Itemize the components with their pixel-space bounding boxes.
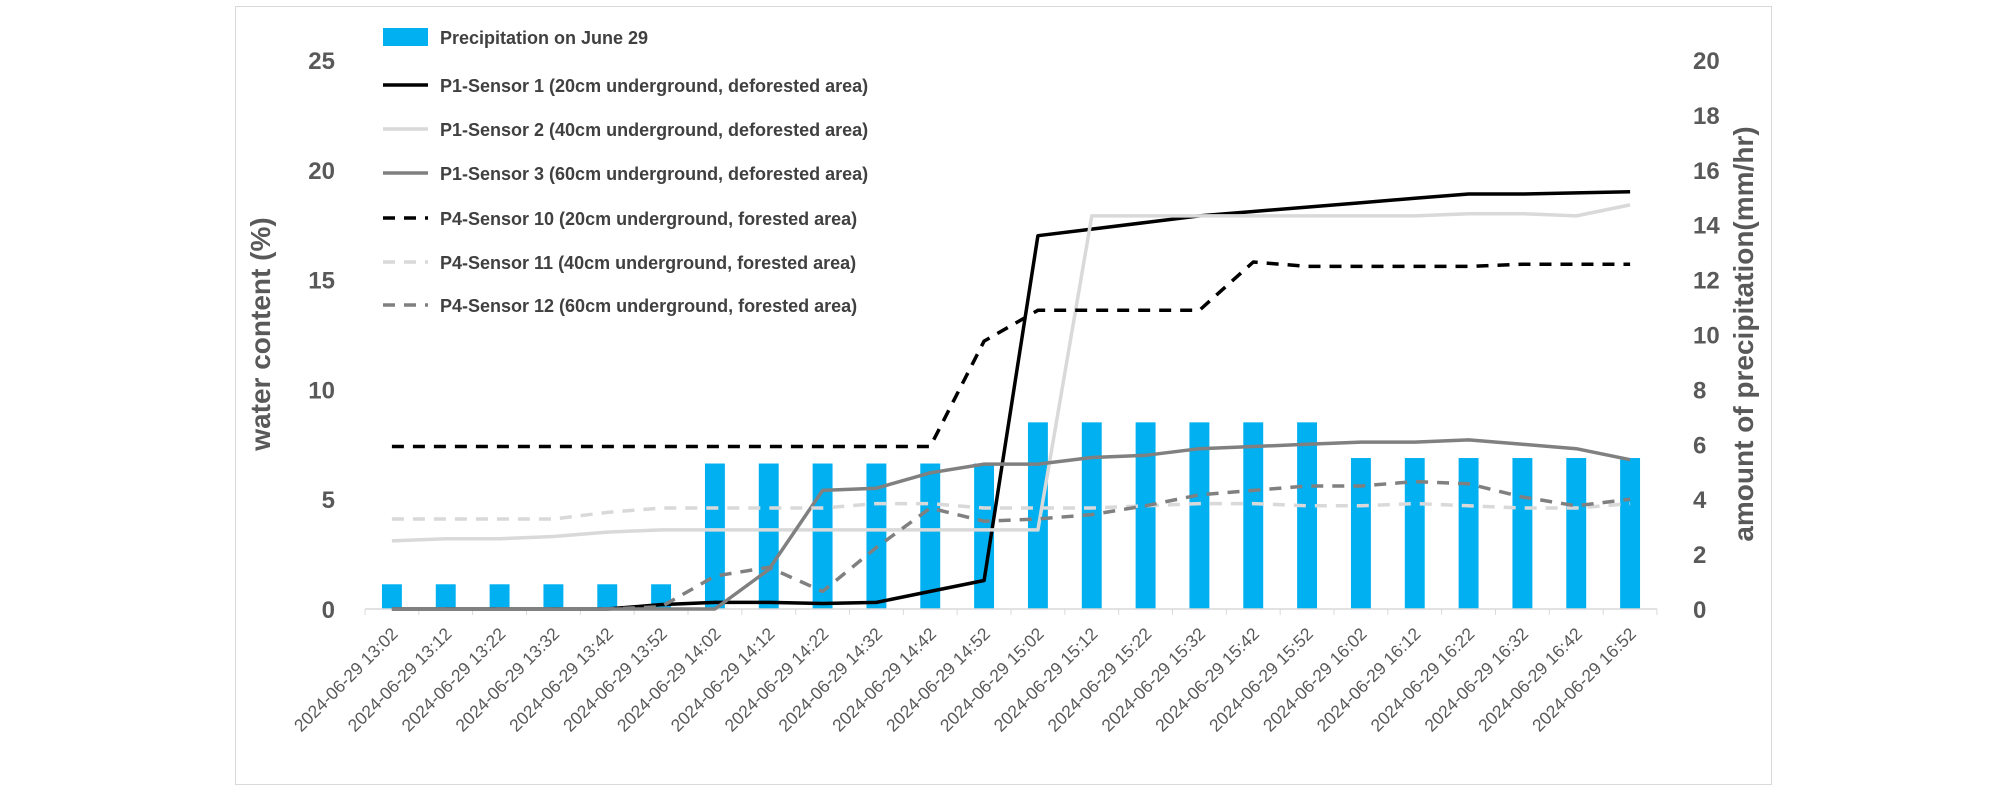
series-line xyxy=(391,479,1631,611)
y-right-tick-label: 20 xyxy=(1693,48,1720,75)
legend-swatch-bar xyxy=(383,28,428,46)
y-right-tick-label: 14 xyxy=(1693,213,1720,240)
y-right-tick-label: 2 xyxy=(1693,542,1706,569)
precipitation-bar xyxy=(704,463,725,609)
precipitation-bar xyxy=(1350,458,1371,609)
precipitation-bar xyxy=(435,584,456,609)
legend-label: P4-Sensor 10 (20cm underground, forested… xyxy=(440,209,857,229)
precipitation-bar xyxy=(1566,458,1587,609)
precipitation-bar xyxy=(1135,422,1156,609)
y-right-tick-label: 6 xyxy=(1693,432,1706,459)
y-left-tick-label: 25 xyxy=(308,48,335,75)
precipitation-bar xyxy=(1027,422,1048,609)
y-left-tick-label: 5 xyxy=(322,487,335,514)
series-line xyxy=(391,203,1631,543)
precipitation-bar xyxy=(866,463,887,609)
y-right-tick-label: 18 xyxy=(1693,103,1720,130)
y-left-tick-label: 20 xyxy=(308,158,335,185)
precipitation-bar xyxy=(974,463,995,609)
y-right-axis-title: amount of precipitation(mm/hr) xyxy=(1728,126,1759,541)
series-line xyxy=(391,501,1631,521)
y-left-axis-title: water content (%) xyxy=(245,217,276,451)
legend-label: Precipitation on June 29 xyxy=(440,28,648,48)
legend-label: P1-Sensor 3 (60cm underground, deforeste… xyxy=(440,164,868,184)
precipitation-bar xyxy=(1458,458,1479,609)
y-right-tick-label: 4 xyxy=(1693,487,1707,514)
precipitation-bar xyxy=(920,463,941,609)
precipitation-bar xyxy=(1620,458,1641,609)
y-left-tick-label: 0 xyxy=(322,597,335,624)
y-right-tick-label: 8 xyxy=(1693,377,1706,404)
precipitation-bar xyxy=(1512,458,1533,609)
precipitation-bar xyxy=(381,584,402,609)
y-right-tick-label: 10 xyxy=(1693,323,1720,350)
legend-label: P1-Sensor 1 (20cm underground, deforeste… xyxy=(440,76,868,96)
precipitation-bar xyxy=(1297,422,1318,609)
legend-label: P4-Sensor 12 (60cm underground, forested… xyxy=(440,296,857,316)
legend-label: P1-Sensor 2 (40cm underground, deforeste… xyxy=(440,120,868,140)
y-right-tick-label: 12 xyxy=(1693,268,1720,295)
series-line xyxy=(391,438,1631,611)
chart-frame xyxy=(235,6,1772,785)
precipitation-bar xyxy=(758,463,779,609)
y-right-tick-label: 0 xyxy=(1693,597,1706,624)
x-tick-label: 2024-06-29 16:52 xyxy=(1528,624,1640,736)
precipitation-bar xyxy=(597,584,618,609)
y-left-tick-label: 10 xyxy=(308,377,335,404)
y-right-tick-label: 16 xyxy=(1693,158,1720,185)
precipitation-bar xyxy=(1189,422,1210,609)
precipitation-bar xyxy=(1404,458,1425,609)
y-left-tick-label: 15 xyxy=(308,268,335,295)
series-line xyxy=(391,260,1631,449)
precipitation-bar xyxy=(489,584,510,609)
legend-label: P4-Sensor 11 (40cm underground, forested… xyxy=(440,253,856,273)
precipitation-bar xyxy=(1243,422,1264,609)
precipitation-bar xyxy=(543,584,564,609)
